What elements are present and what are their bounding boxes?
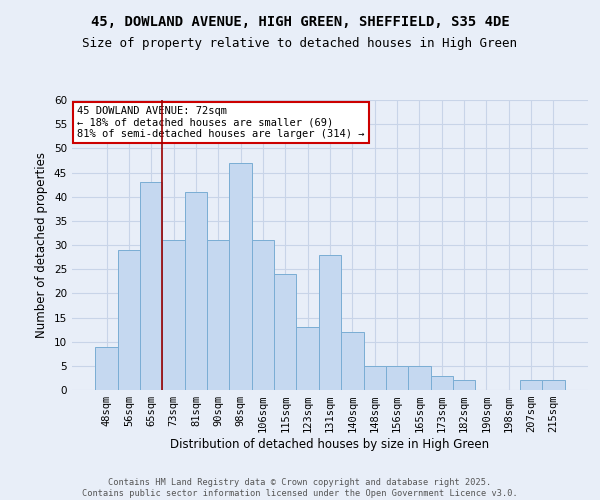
Bar xyxy=(319,254,341,390)
Bar xyxy=(364,366,386,390)
Bar xyxy=(229,163,252,390)
Bar xyxy=(163,240,185,390)
Bar xyxy=(274,274,296,390)
Bar xyxy=(431,376,453,390)
Bar xyxy=(408,366,431,390)
Text: Size of property relative to detached houses in High Green: Size of property relative to detached ho… xyxy=(83,38,517,51)
Bar xyxy=(542,380,565,390)
Bar xyxy=(386,366,408,390)
Bar xyxy=(341,332,364,390)
Bar xyxy=(252,240,274,390)
Bar xyxy=(95,346,118,390)
Text: Contains HM Land Registry data © Crown copyright and database right 2025.
Contai: Contains HM Land Registry data © Crown c… xyxy=(82,478,518,498)
Text: 45 DOWLAND AVENUE: 72sqm
← 18% of detached houses are smaller (69)
81% of semi-d: 45 DOWLAND AVENUE: 72sqm ← 18% of detach… xyxy=(77,106,365,139)
Bar xyxy=(207,240,229,390)
X-axis label: Distribution of detached houses by size in High Green: Distribution of detached houses by size … xyxy=(170,438,490,451)
Bar xyxy=(118,250,140,390)
Text: 45, DOWLAND AVENUE, HIGH GREEN, SHEFFIELD, S35 4DE: 45, DOWLAND AVENUE, HIGH GREEN, SHEFFIEL… xyxy=(91,15,509,29)
Bar xyxy=(296,327,319,390)
Bar xyxy=(520,380,542,390)
Bar xyxy=(185,192,207,390)
Bar xyxy=(140,182,163,390)
Bar xyxy=(453,380,475,390)
Y-axis label: Number of detached properties: Number of detached properties xyxy=(35,152,49,338)
